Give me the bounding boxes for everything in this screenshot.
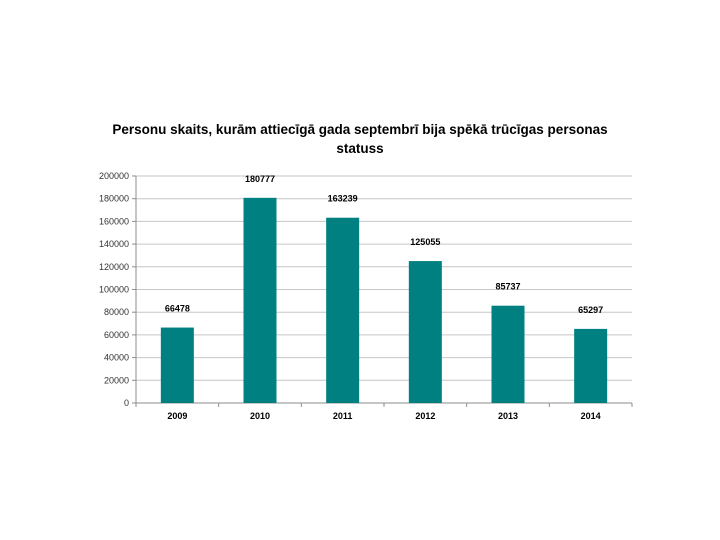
gridlines <box>136 175 632 404</box>
bar <box>160 327 194 403</box>
x-tick-label: 2014 <box>581 411 601 421</box>
x-tick-label: 2013 <box>498 411 518 421</box>
data-label: 85737 <box>495 282 520 292</box>
y-tick-label: 100000 <box>99 285 129 295</box>
y-tick-label: 180000 <box>99 194 129 204</box>
axes <box>132 175 633 407</box>
data-label: 65297 <box>578 305 603 315</box>
bars <box>160 197 608 403</box>
bar <box>574 328 608 403</box>
labels: 0 20000 40000 60000 80000 100000 120000 140000 1… <box>99 171 603 421</box>
y-tick-label: 20000 <box>104 375 129 385</box>
data-label: 66478 <box>165 304 190 314</box>
bar <box>491 305 525 403</box>
x-tick-label: 2010 <box>250 411 270 421</box>
data-label: 125055 <box>410 237 440 247</box>
chart-title-line-2: statuss <box>336 141 384 156</box>
y-tick-label: 120000 <box>99 262 129 272</box>
bar <box>408 261 442 403</box>
y-tick-label: 60000 <box>104 330 129 340</box>
y-tick-label: 140000 <box>99 239 129 249</box>
x-tick-label: 2012 <box>415 411 435 421</box>
y-tick-label: 0 <box>124 398 129 408</box>
chart-title: Personu skaits, kurām attiecīgā gada sep… <box>110 120 610 158</box>
data-label: 180777 <box>245 174 275 184</box>
y-tick-label: 200000 <box>99 171 129 181</box>
y-tick-label: 80000 <box>104 307 129 317</box>
x-tick-label: 2011 <box>333 411 353 421</box>
bar <box>326 217 360 403</box>
chart-title-line-1: Personu skaits, kurām attiecīgā gada sep… <box>112 122 608 137</box>
bar <box>243 197 277 403</box>
x-tick-label: 2009 <box>167 411 187 421</box>
y-tick-label: 160000 <box>99 216 129 226</box>
data-label: 163239 <box>328 194 358 204</box>
y-tick-label: 40000 <box>104 353 129 363</box>
